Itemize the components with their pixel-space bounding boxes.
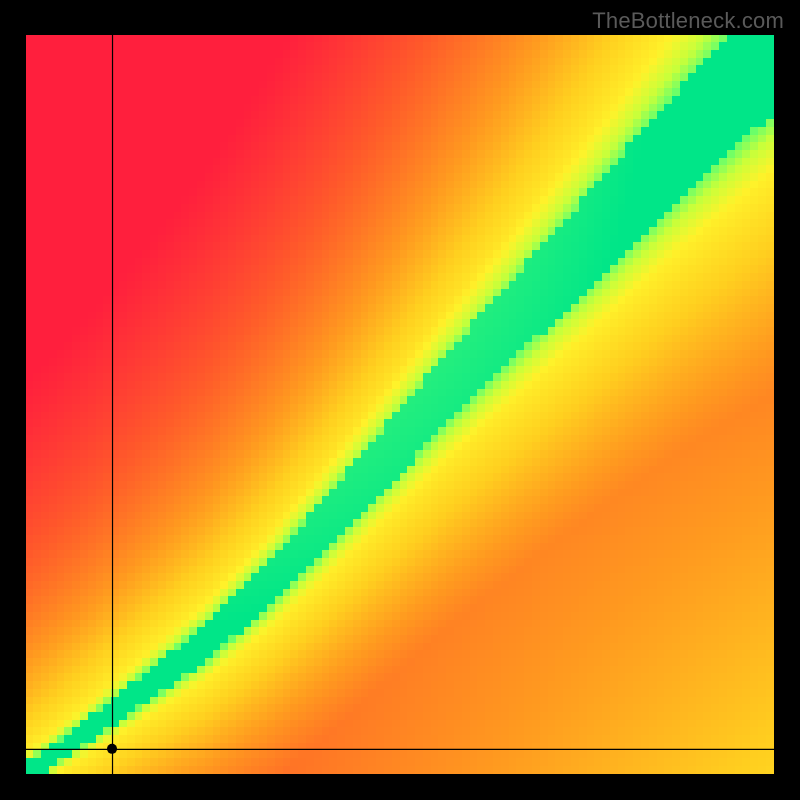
heatmap-canvas [26,35,774,774]
watermark-text: TheBottleneck.com [592,8,784,34]
chart-container: TheBottleneck.com [0,0,800,800]
heatmap-plot [26,35,774,774]
